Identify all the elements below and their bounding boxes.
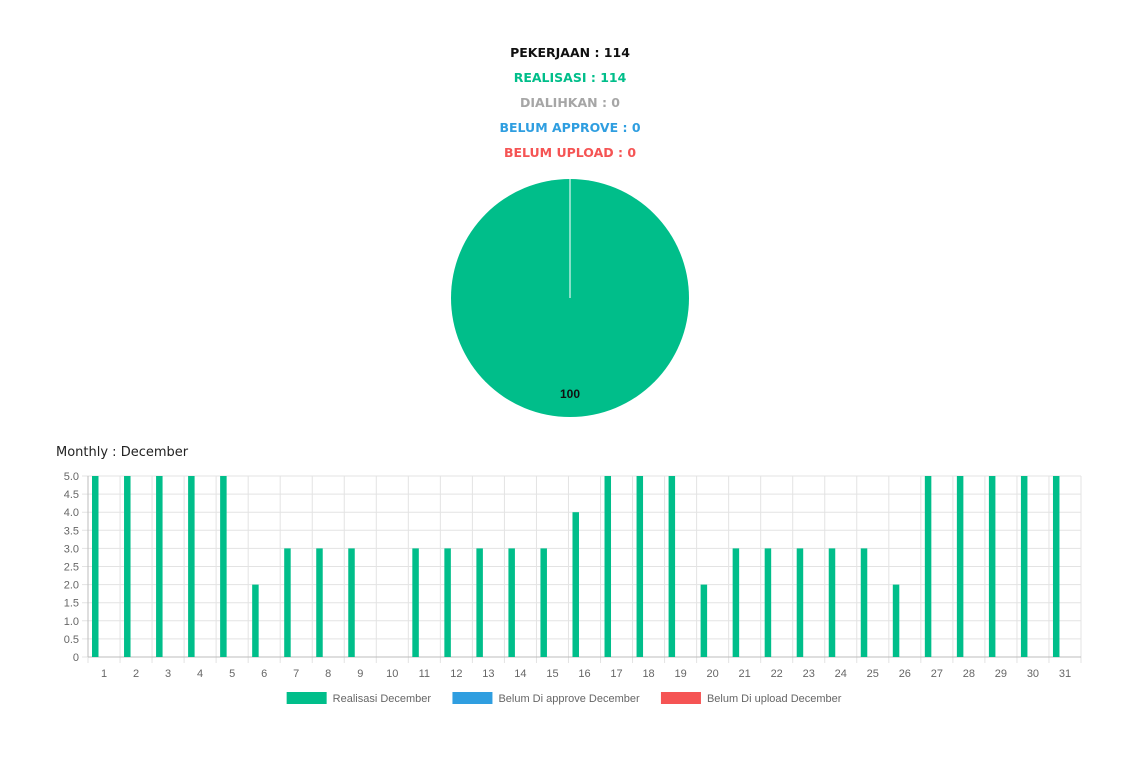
y-tick-label: 0	[73, 652, 79, 664]
bar-realisasi-day-31[interactable]	[1052, 476, 1060, 657]
bar-realisasi-day-17[interactable]	[604, 476, 612, 657]
bar-realisasi-day-3[interactable]	[156, 476, 163, 657]
x-tick-label: 11	[419, 668, 430, 680]
bar-realisasi-day-24[interactable]	[828, 548, 836, 657]
y-tick-label: 5.0	[64, 471, 79, 483]
bar-realisasi-day-5[interactable]	[220, 476, 227, 657]
x-tick-label: 10	[386, 668, 398, 680]
bar-realisasi-day-22[interactable]	[764, 548, 772, 657]
x-tick-label: 16	[578, 668, 590, 680]
legend-label: Belum Di approve December	[498, 693, 640, 705]
dialihkan-total: DIALIHKAN : 0	[520, 95, 620, 110]
pie-data-label: 100	[560, 387, 580, 401]
x-tick-label: 2	[133, 668, 139, 680]
bar-realisasi-day-8[interactable]	[316, 548, 323, 657]
x-tick-label: 22	[771, 668, 783, 680]
legend-item-2[interactable]: Belum Di upload December	[660, 692, 842, 705]
bar-realisasi-day-27[interactable]	[924, 476, 932, 657]
x-tick-label: 1	[101, 668, 107, 680]
bar-realisasi-day-30[interactable]	[1020, 476, 1028, 657]
bar-realisasi-day-21[interactable]	[732, 548, 740, 657]
pekerjaan-total: PEKERJAAN : 114	[510, 45, 630, 60]
y-tick-label: 4.5	[64, 489, 79, 501]
x-tick-label: 20	[707, 668, 719, 680]
bar-realisasi-day-12[interactable]	[444, 548, 451, 657]
x-tick-label: 28	[963, 668, 975, 680]
x-tick-label: 14	[514, 668, 526, 680]
x-tick-label: 9	[357, 668, 363, 680]
x-tick-label: 8	[325, 668, 331, 680]
bar-realisasi-day-11[interactable]	[412, 548, 419, 657]
x-tick-label: 25	[867, 668, 879, 680]
x-tick-label: 7	[293, 668, 299, 680]
bar-realisasi-day-23[interactable]	[796, 548, 804, 657]
bar-realisasi-day-16[interactable]	[572, 512, 579, 657]
belum-approve-total: BELUM APPROVE : 0	[499, 120, 641, 135]
y-tick-label: 4.0	[64, 507, 79, 519]
legend-label: Belum Di upload December	[707, 693, 842, 705]
x-tick-label: 5	[229, 668, 235, 680]
legend-item-0[interactable]: Realisasi December	[286, 692, 432, 705]
bar-realisasi-day-7[interactable]	[284, 548, 291, 657]
x-tick-label: 23	[803, 668, 815, 680]
legend-swatch	[660, 692, 701, 704]
x-tick-label: 19	[674, 668, 686, 680]
x-tick-label: 26	[899, 668, 911, 680]
y-tick-label: 2.0	[64, 580, 79, 592]
x-tick-label: 13	[482, 668, 494, 680]
bar-realisasi-day-28[interactable]	[956, 476, 964, 657]
x-tick-label: 12	[450, 668, 462, 680]
monthly-title: Monthly : December	[56, 445, 189, 460]
x-tick-label: 31	[1059, 668, 1071, 680]
y-tick-label: 1.5	[64, 598, 79, 610]
y-tick-label: 3.5	[64, 525, 79, 537]
bar-realisasi-day-13[interactable]	[476, 548, 483, 657]
monthly-bar-chart[interactable]: 5.0 4.5 4.0 3.5 3.0 2.5 2.0 1.5 1.0 0.5 0 1 2 3 4 5 6 7 8 9…	[0, 462, 1140, 722]
bar-realisasi-day-2[interactable]	[124, 476, 131, 657]
bar-realisasi-day-19[interactable]	[668, 476, 676, 657]
x-tick-label: 29	[995, 668, 1007, 680]
x-tick-label: 21	[739, 668, 751, 680]
x-tick-label: 4	[197, 668, 203, 680]
x-tick-label: 18	[642, 668, 654, 680]
legend-label: Realisasi December	[333, 693, 432, 705]
bar-realisasi-day-25[interactable]	[860, 548, 868, 657]
x-tick-label: 30	[1027, 668, 1039, 680]
x-tick-label: 15	[546, 668, 558, 680]
realisasi-total: REALISASI : 114	[513, 70, 627, 85]
legend-swatch	[452, 692, 493, 704]
x-tick-label: 3	[165, 668, 171, 680]
belum-upload-total: BELUM UPLOAD : 0	[503, 145, 637, 160]
pie-chart[interactable]: 100	[450, 178, 690, 418]
x-tick-label: 24	[835, 668, 847, 680]
x-tick-label: 17	[610, 668, 622, 680]
legend-swatch	[286, 692, 327, 704]
bar-realisasi-day-20[interactable]	[700, 584, 708, 657]
bar-realisasi-day-29[interactable]	[988, 476, 996, 657]
legend-item-1[interactable]: Belum Di approve December	[452, 692, 640, 705]
x-tick-label: 27	[931, 668, 943, 680]
bar-realisasi-day-15[interactable]	[540, 548, 547, 657]
bar-realisasi-day-1[interactable]	[92, 476, 99, 657]
bar-realisasi-day-18[interactable]	[636, 476, 644, 657]
bar-realisasi-day-9[interactable]	[348, 548, 355, 657]
bar-realisasi-day-26[interactable]	[892, 584, 900, 657]
bar-realisasi-day-4[interactable]	[188, 476, 195, 657]
bar-realisasi-day-14[interactable]	[508, 548, 515, 657]
y-tick-label: 1.0	[64, 616, 79, 628]
x-tick-label: 6	[261, 668, 267, 680]
y-tick-label: 0.5	[64, 634, 79, 646]
bar-realisasi-day-6[interactable]	[252, 584, 259, 657]
y-tick-label: 3.0	[64, 543, 79, 555]
y-tick-label: 2.5	[64, 562, 79, 574]
